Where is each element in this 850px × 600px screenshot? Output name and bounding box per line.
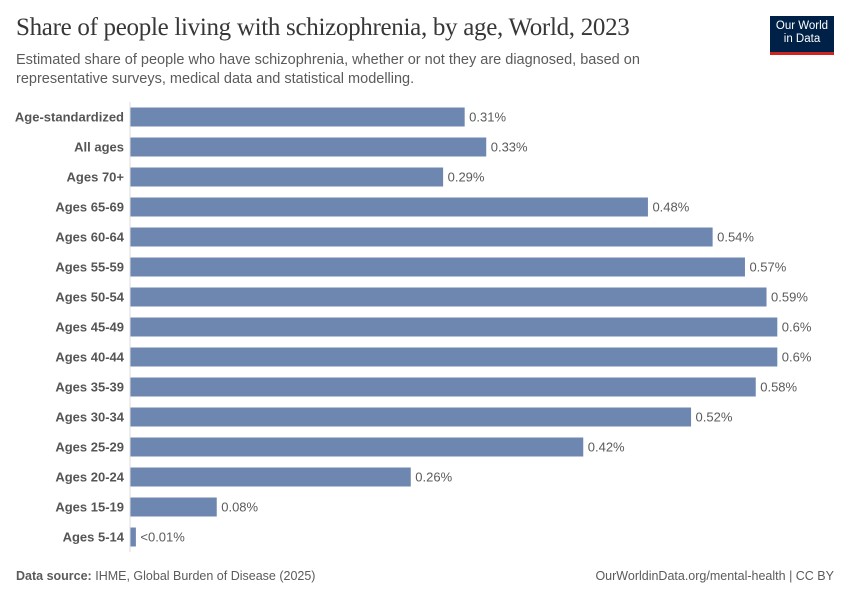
bar[interactable] [130,287,767,307]
bar[interactable] [130,497,217,517]
data-label: <0.01% [140,530,185,545]
category-label: Ages 50-54 [55,290,124,305]
source-text[interactable]: IHME, Global Burden of Disease (2025) [95,569,316,583]
data-label: 0.31% [469,110,506,125]
data-label: 0.48% [652,200,689,215]
bar[interactable] [130,197,648,217]
category-label: Ages 60-64 [55,230,124,245]
logo-line2: in Data [783,33,821,45]
category-label: Ages 35-39 [55,380,124,395]
data-label: 0.6% [782,350,812,365]
bar[interactable] [130,227,713,247]
category-label: Ages 30-34 [55,410,124,425]
data-label: 0.33% [491,140,528,155]
data-label: 0.6% [782,320,812,335]
bar[interactable] [130,527,136,547]
category-label: Ages 55-59 [55,260,124,275]
category-label: Ages 5-14 [63,530,125,545]
category-label: Ages 45-49 [55,320,124,335]
bar[interactable] [130,167,444,187]
footer-link[interactable]: OurWorldinData.org/mental-health | CC BY [595,569,834,583]
category-label: Ages 65-69 [55,200,124,215]
bar[interactable] [130,347,778,367]
data-label: 0.42% [588,440,625,455]
category-label: Ages 20-24 [55,470,124,485]
bar[interactable] [130,317,778,337]
data-label: 0.59% [771,290,808,305]
category-label: Ages 40-44 [55,350,124,365]
data-source: Data source: IHME, Global Burden of Dise… [16,569,315,583]
data-label: 0.58% [760,380,797,395]
category-label: All ages [74,140,124,155]
data-label: 0.54% [717,230,754,245]
owid-logo[interactable]: Our World in Data [770,16,834,55]
category-label: Ages 70+ [67,170,125,185]
bar[interactable] [130,257,745,277]
data-label: 0.52% [696,410,733,425]
chart-subtitle: Estimated share of people who have schiz… [16,52,640,87]
data-label: 0.57% [749,260,786,275]
data-label: 0.29% [448,170,485,185]
data-label: 0.08% [221,500,258,515]
bar[interactable] [130,407,692,427]
category-label: Ages 15-19 [55,500,124,515]
logo-line1: Our World [775,20,829,32]
category-label: Age-standardized [15,110,124,125]
bar[interactable] [130,107,465,127]
bar[interactable] [130,137,487,157]
bar[interactable] [130,377,756,397]
category-label: Ages 25-29 [55,440,124,455]
bar[interactable] [130,467,411,487]
source-label: Data source: [16,569,92,583]
bar[interactable] [130,437,584,457]
chart-title: Share of people living with schizophreni… [16,14,630,41]
data-label: 0.26% [415,470,452,485]
